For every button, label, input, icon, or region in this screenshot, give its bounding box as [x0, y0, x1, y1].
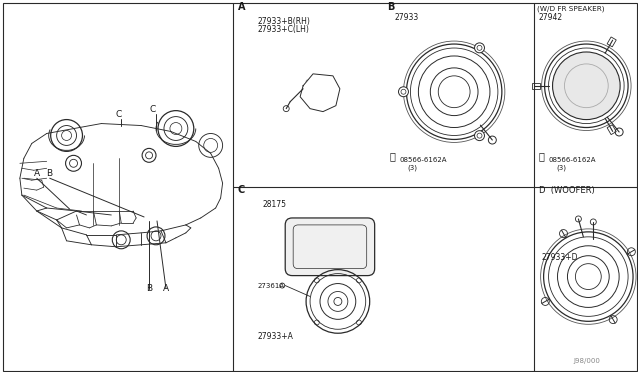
Text: 27933+A: 27933+A	[257, 332, 293, 341]
Text: 28175: 28175	[262, 200, 286, 209]
Text: B: B	[146, 283, 152, 292]
Text: 27361A: 27361A	[257, 282, 285, 289]
Text: 27942: 27942	[539, 13, 563, 22]
Text: Ⓢ: Ⓢ	[539, 151, 545, 161]
Text: D  (WOOFER): D (WOOFER)	[539, 186, 595, 195]
Text: 08566-6162A: 08566-6162A	[399, 157, 447, 163]
Circle shape	[399, 87, 408, 97]
Text: B: B	[388, 2, 395, 12]
Circle shape	[474, 131, 484, 141]
Bar	[607, 37, 616, 47]
Bar	[607, 125, 616, 135]
Bar	[532, 83, 540, 89]
Text: 27933+C(LH): 27933+C(LH)	[257, 25, 309, 34]
Text: A: A	[34, 169, 40, 178]
Text: J98/000: J98/000	[573, 358, 600, 364]
Text: 27933+D: 27933+D	[541, 253, 578, 262]
Text: B: B	[47, 169, 52, 178]
Text: (3): (3)	[408, 165, 417, 171]
Text: C: C	[150, 105, 156, 113]
Text: 27933+B(RH): 27933+B(RH)	[257, 17, 310, 26]
Text: 27933: 27933	[394, 13, 419, 22]
Text: A: A	[237, 2, 245, 12]
FancyBboxPatch shape	[285, 218, 374, 276]
Text: Ⓢ: Ⓢ	[390, 151, 396, 161]
Text: C: C	[115, 110, 122, 119]
Text: (W/D FR SPEAKER): (W/D FR SPEAKER)	[537, 6, 604, 12]
Text: C: C	[237, 185, 244, 195]
Text: (3): (3)	[557, 165, 566, 171]
Text: 08566-6162A: 08566-6162A	[548, 157, 596, 163]
Circle shape	[552, 52, 620, 119]
Circle shape	[474, 43, 484, 53]
Text: A: A	[163, 283, 169, 292]
Polygon shape	[300, 74, 340, 112]
